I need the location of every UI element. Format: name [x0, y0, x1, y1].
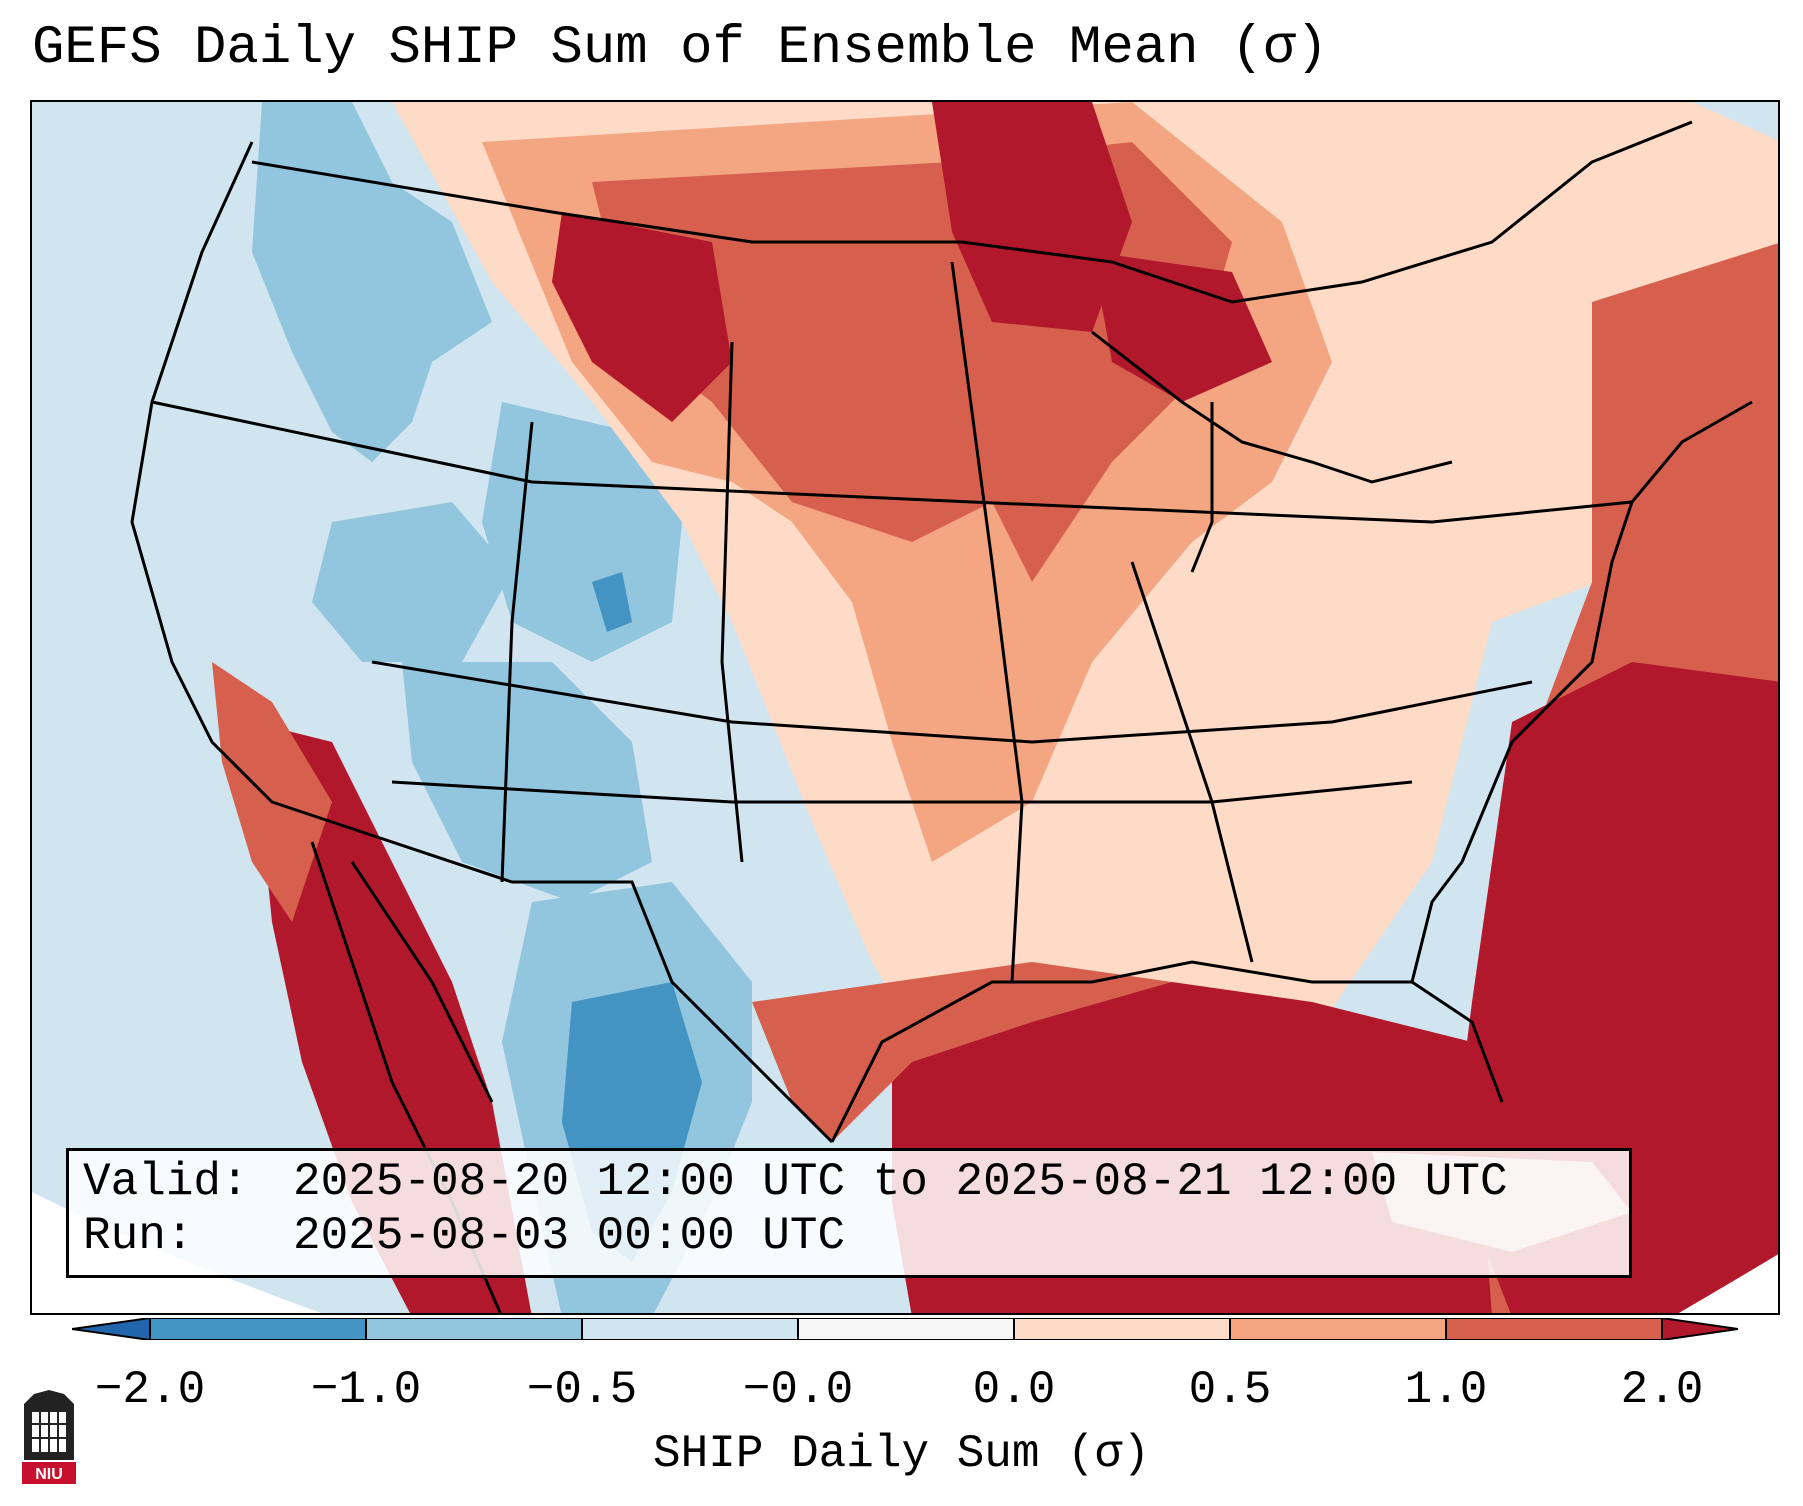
- ship-field-map: [32, 102, 1778, 1313]
- florida: [1410, 861, 1464, 983]
- run-row: Run: 2025-08-03 00:00 UTC: [83, 1209, 1615, 1263]
- map-title: GEFS Daily SHIP Sum of Ensemble Mean (σ): [32, 18, 1329, 79]
- colorbar-segment-4: [798, 1318, 1014, 1340]
- colorbar-tick-marks: [149, 1318, 1663, 1340]
- run-value: 2025-08-03 00:00 UTC: [293, 1210, 846, 1262]
- great-lakes: [1091, 330, 1453, 484]
- us-mexico-border: [331, 820, 834, 1144]
- projection-edge-right: [1678, 1254, 1778, 1313]
- strong-negative-region-colorado: [592, 572, 632, 632]
- niu-logo: NIU: [22, 1390, 76, 1484]
- strong-positive-region-great-lakes: [1092, 252, 1272, 402]
- validity-info-box: Valid: 2025-08-20 12:00 UTC to 2025-08-21…: [66, 1148, 1632, 1278]
- colorbar-segment-1: [150, 1318, 366, 1340]
- positive-region-baja-edge: [212, 662, 332, 922]
- border-lat-3: [391, 780, 1413, 804]
- strong-positive-region-montana: [552, 212, 732, 422]
- colorbar-segment-3: [582, 1318, 798, 1340]
- svg-text:NIU: NIU: [35, 1466, 63, 1483]
- mexico-west-coast: [350, 861, 494, 1103]
- valid-label: Valid:: [83, 1156, 249, 1208]
- lake-michigan: [1190, 402, 1214, 573]
- negative-region-great-basin: [312, 502, 512, 662]
- negative-region-southwest: [402, 662, 652, 902]
- colorbar-tick-label: −1.0: [310, 1364, 422, 1416]
- border-lat-1: [151, 400, 1633, 524]
- colorbar-tick-label: 1.0: [1404, 1364, 1488, 1416]
- colorbar-over-triangle: [1662, 1318, 1738, 1340]
- colorbar-tick-label: −2.0: [94, 1364, 206, 1416]
- valid-row: Valid: 2025-08-20 12:00 UTC to 2025-08-21…: [83, 1155, 1615, 1209]
- valid-value: 2025-08-20 12:00 UTC to 2025-08-21 12:00…: [293, 1156, 1508, 1208]
- border-mississippi: [950, 261, 1024, 983]
- negative-region-northwest: [252, 102, 492, 462]
- colorbar-tick-label: −0.0: [742, 1364, 854, 1416]
- colorbar-tick-label: −0.5: [526, 1364, 638, 1416]
- map-panel: [30, 100, 1780, 1315]
- niu-logo-badge: [22, 1462, 76, 1484]
- colorbar-label: SHIP Daily Sum (σ): [653, 1428, 1150, 1480]
- east-coast: [1460, 400, 1753, 863]
- negative-region-rockies: [482, 402, 682, 662]
- colorbar-tick-label: 0.5: [1188, 1364, 1272, 1416]
- colorbar-segment-6: [1230, 1318, 1446, 1340]
- border-lat-2: [371, 660, 1533, 744]
- colorbar: [72, 1318, 1738, 1340]
- colorbar-tick-label: 2.0: [1620, 1364, 1704, 1416]
- run-label: Run:: [83, 1210, 194, 1262]
- us-west-coast: [130, 141, 333, 824]
- colorbar-segment-7: [1446, 1318, 1662, 1340]
- border-rockies: [500, 421, 534, 883]
- strong-positive-region-minnesota: [932, 102, 1132, 332]
- gulf-coast: [830, 960, 1504, 1143]
- us-canada-border: [251, 120, 1693, 304]
- projection-edge-left: [32, 1192, 321, 1313]
- colorbar-tick-label: 0.0: [972, 1364, 1056, 1416]
- colorbar-under-triangle: [72, 1318, 150, 1340]
- colorbar-segment-2: [366, 1318, 582, 1340]
- colorbar-segment-5: [1014, 1318, 1230, 1340]
- border-plains: [720, 341, 744, 863]
- positive-region-gulf-coast: [752, 962, 1172, 1142]
